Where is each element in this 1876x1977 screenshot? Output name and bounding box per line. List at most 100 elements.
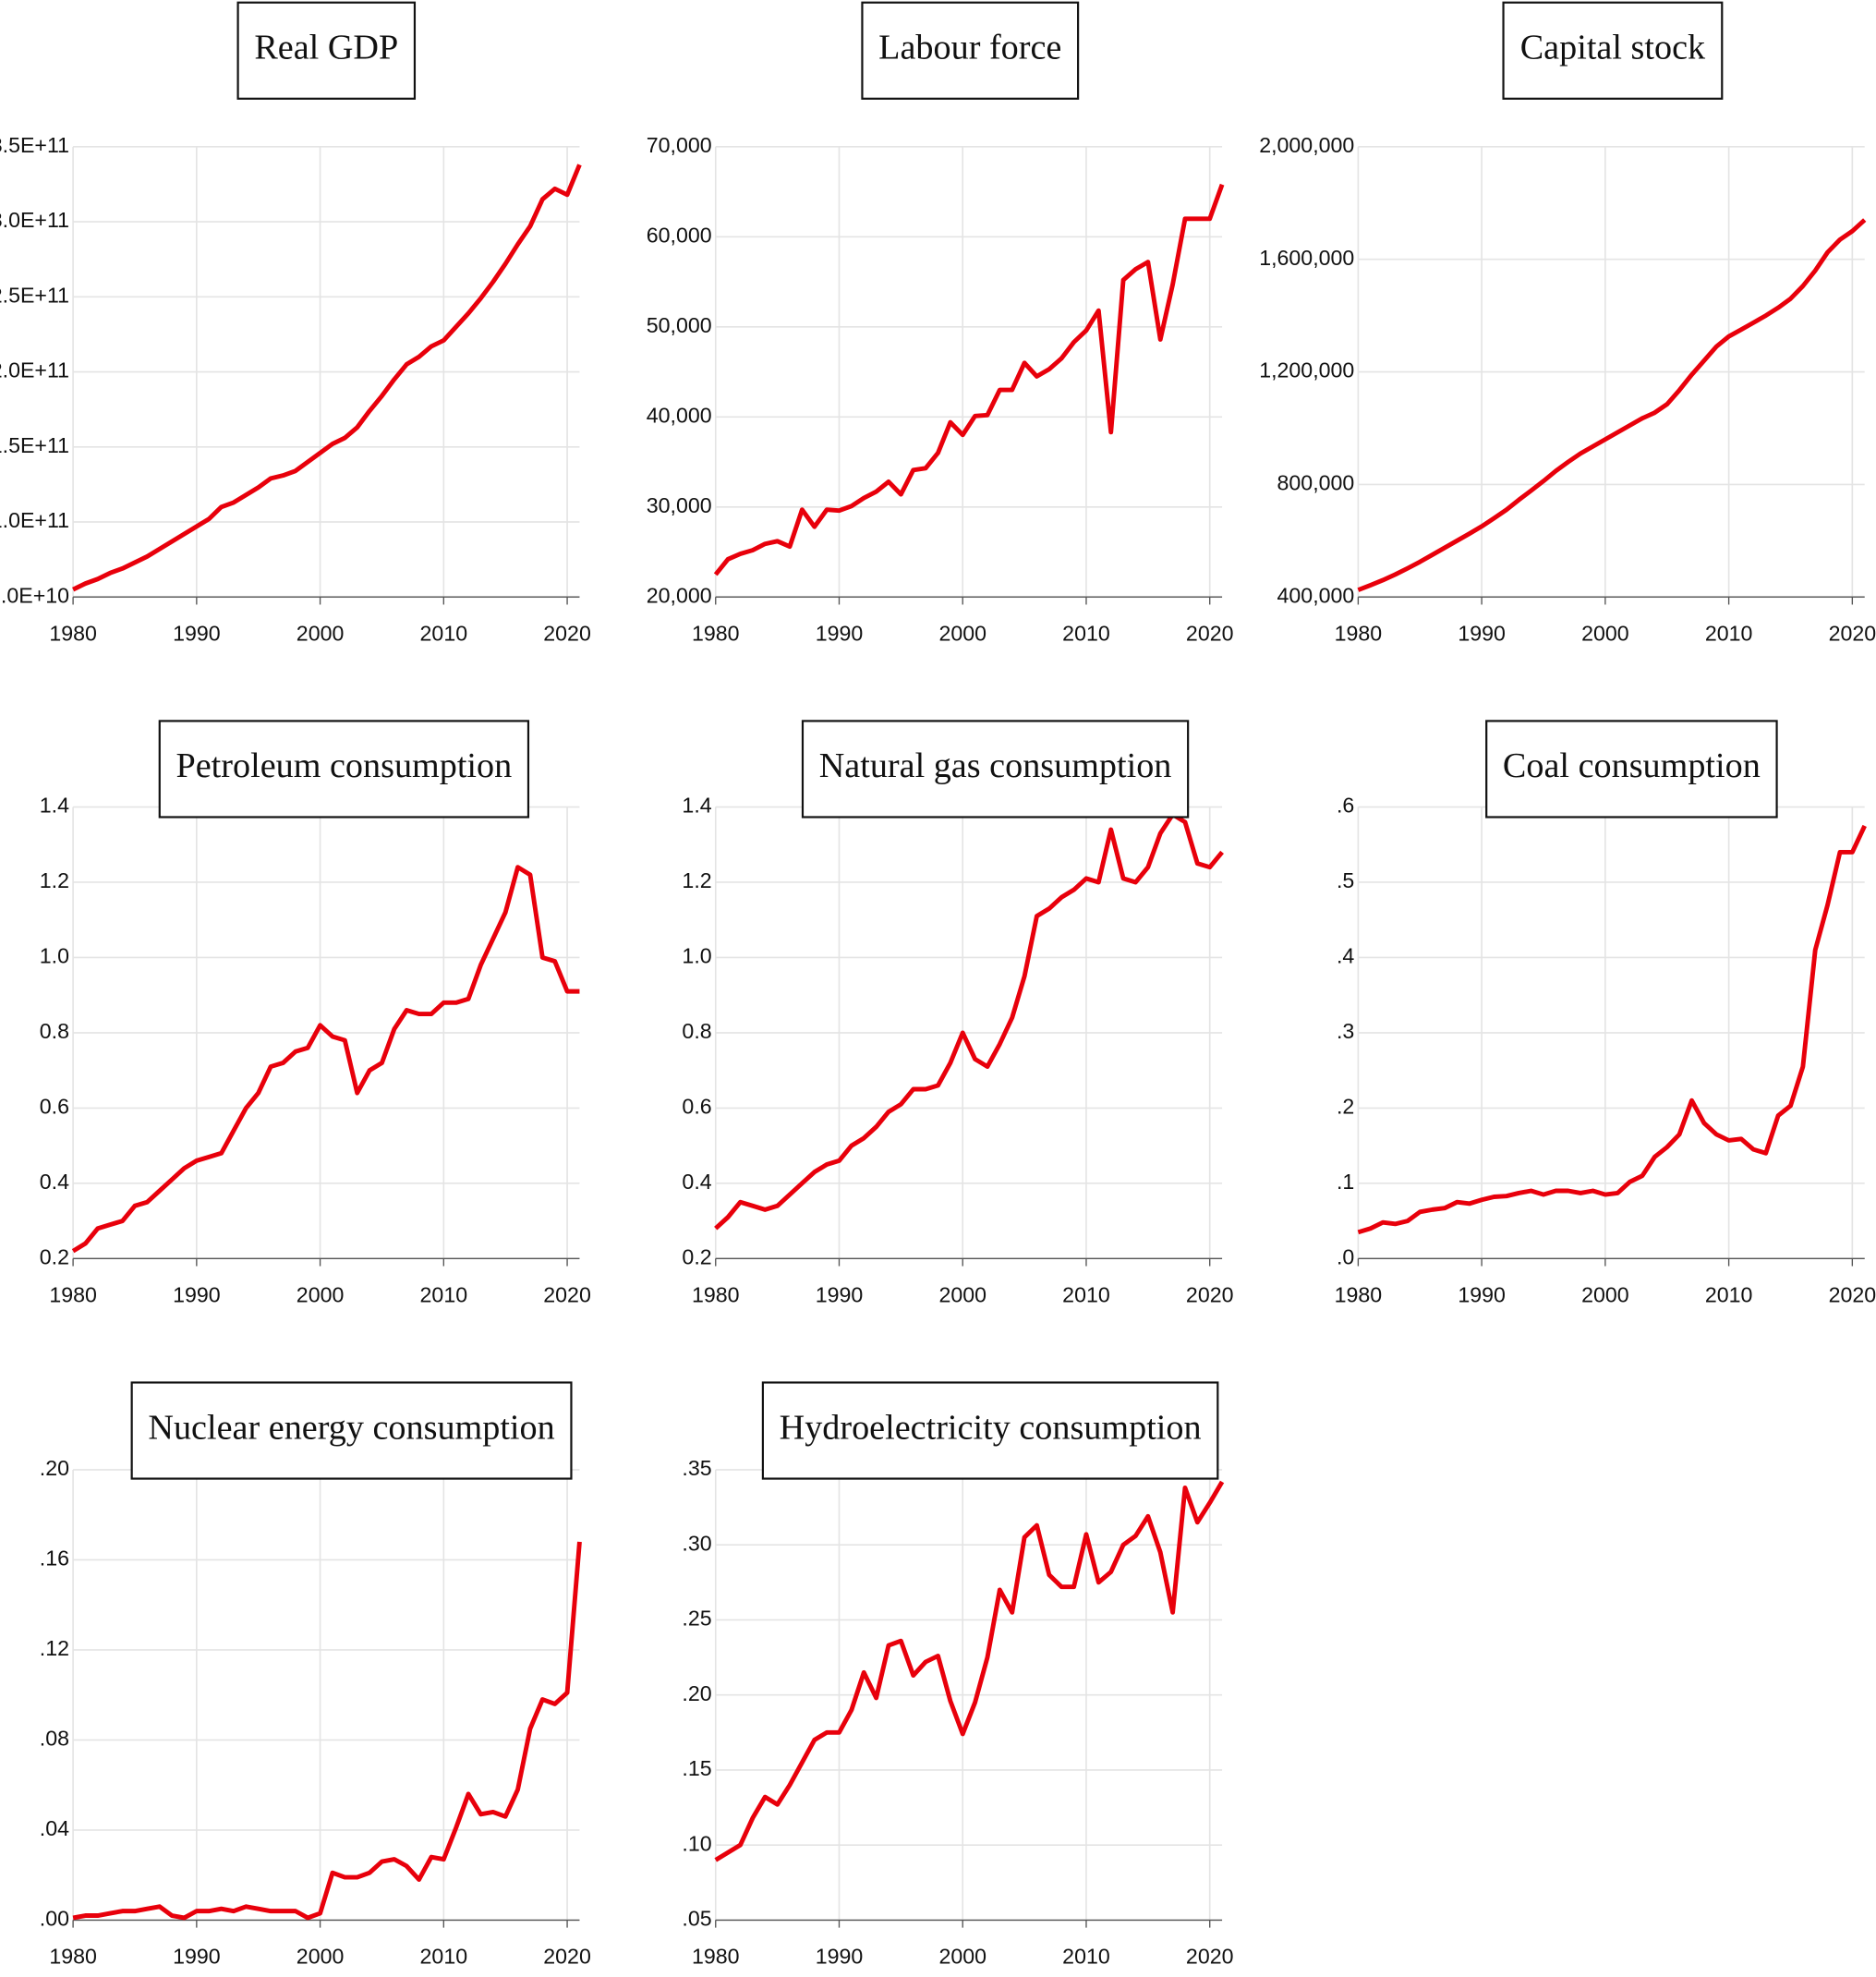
y-tick-label: 1.0 [40, 944, 69, 968]
y-tick-label: .10 [682, 1831, 711, 1855]
line-panel: .00 .04 .08 .12 .16 .20 1980 1990 2000 2010 2020 [40, 1456, 591, 1969]
line-panel: 0.2 0.4 0.6 0.8 1.0 1.2 1.4 1980 1990 2000 2010 202… [682, 794, 1233, 1307]
data-line [1357, 824, 1867, 1235]
title-box [130, 1381, 573, 1480]
y-tick-label: .15 [682, 1756, 711, 1780]
y-tick-label: .16 [40, 1546, 69, 1571]
y-tick-label: 0.6 [682, 1094, 711, 1118]
x-tick-label: 2000 [297, 1945, 345, 1969]
y-tick-label: 3.5E+11 [0, 133, 69, 157]
x-tick-label: 2020 [1829, 1283, 1876, 1307]
data-line [72, 164, 582, 592]
title-box [158, 720, 530, 819]
x-tick-label: 1990 [173, 1945, 221, 1969]
y-tick-label: 3.0E+11 [0, 208, 69, 232]
chart-title: Real GDP [254, 29, 398, 67]
x-tick-label: 1980 [49, 1945, 97, 1969]
x-tick-label: 2010 [1705, 1283, 1753, 1307]
y-tick-label: .35 [682, 1456, 711, 1480]
x-tick-label: 1990 [816, 1283, 864, 1307]
y-tick-label: .2 [1337, 1094, 1354, 1118]
x-tick-label: 2000 [938, 621, 986, 645]
chart-title: Capital stock [1520, 29, 1706, 67]
y-tick-label: .05 [682, 1907, 711, 1931]
x-tick-label: 1980 [49, 621, 97, 645]
y-tick-label: 800,000 [1277, 471, 1355, 495]
x-tick-label: 1980 [692, 1283, 740, 1307]
data-line [71, 865, 580, 1254]
x-tick-label: 1990 [816, 621, 864, 645]
y-tick-label: 1,200,000 [1259, 358, 1354, 382]
y-tick-label: 2,000,000 [1259, 133, 1354, 157]
x-tick-label: 2020 [1186, 621, 1234, 645]
y-tick-label: 60,000 [647, 223, 712, 247]
y-tick-label: 0.8 [682, 1019, 711, 1043]
x-tick-label: 2020 [1829, 621, 1876, 645]
chart-title: Nuclear energy consumption [148, 1408, 554, 1447]
line-panel: .05 .10 .15 .20 .25 .30 .35 1980 1990 2000 2010 202… [682, 1456, 1233, 1969]
y-tick-label: 1.5E+11 [0, 433, 69, 457]
x-tick-label: 2000 [1581, 1283, 1629, 1307]
chart-title: Coal consumption [1503, 746, 1761, 785]
y-tick-label: .4 [1337, 944, 1354, 968]
x-tick-label: 2010 [420, 1283, 468, 1307]
x-tick-label: 1980 [49, 1283, 97, 1307]
y-tick-label: 50,000 [647, 313, 712, 337]
x-tick-label: 1980 [692, 621, 740, 645]
y-tick-label: 1.2 [40, 868, 69, 892]
line-panel: 20,000 30,000 40,000 50,000 60,000 70,000 1980… [647, 133, 1234, 646]
data-line [1357, 218, 1867, 592]
y-tick-label: 1.0 [682, 944, 711, 968]
data-line [713, 183, 1225, 576]
y-tick-label: .6 [1337, 794, 1354, 818]
chart-title: Natural gas consumption [819, 746, 1172, 785]
x-tick-label: 2010 [1705, 621, 1753, 645]
y-tick-label: .04 [40, 1816, 69, 1840]
x-tick-label: 2000 [297, 621, 345, 645]
x-tick-label: 1990 [173, 621, 221, 645]
y-tick-label: .3 [1337, 1019, 1354, 1043]
y-tick-label: .5 [1337, 868, 1354, 892]
data-line [714, 812, 1224, 1231]
title-box [1502, 1, 1724, 100]
x-tick-label: 1980 [1335, 1283, 1383, 1307]
y-tick-label: 0.2 [682, 1244, 711, 1268]
y-tick-label: 0.4 [682, 1170, 711, 1194]
y-tick-label: 1.4 [40, 794, 69, 818]
x-tick-label: 2010 [1062, 1945, 1110, 1969]
y-tick-label: 0.8 [40, 1019, 69, 1043]
x-tick-label: 2020 [1186, 1945, 1234, 1969]
y-tick-label: 0.4 [40, 1170, 69, 1194]
y-tick-label: 2.5E+11 [0, 283, 69, 307]
x-tick-label: 2020 [543, 621, 591, 645]
chart-title: Hydroelectricity consumption [780, 1408, 1202, 1447]
title-box [236, 1, 417, 100]
y-tick-label: 0.6 [40, 1094, 69, 1118]
x-tick-label: 1980 [1335, 621, 1383, 645]
y-tick-label: 5.0E+10 [0, 583, 69, 607]
data-line [714, 1480, 1225, 1862]
x-tick-label: 2000 [1581, 621, 1629, 645]
y-tick-label: 2.0E+11 [0, 358, 69, 382]
y-tick-label: 20,000 [647, 583, 712, 607]
x-tick-label: 2010 [1062, 621, 1110, 645]
line-panel: 400,000 800,000 1,200,000 1,600,000 2,000,00… [1259, 133, 1876, 646]
x-tick-label: 1990 [816, 1945, 864, 1969]
chart-title: Petroleum consumption [176, 746, 513, 785]
x-tick-label: 2000 [938, 1945, 986, 1969]
x-tick-label: 2010 [1062, 1283, 1110, 1307]
y-tick-label: 70,000 [647, 133, 712, 157]
y-tick-label: 400,000 [1277, 583, 1355, 607]
line-panel: 0.2 0.4 0.6 0.8 1.0 1.2 1.4 1980 1990 2000 2010 202… [40, 794, 591, 1307]
x-tick-label: 2020 [1186, 1283, 1234, 1307]
y-tick-label: .1 [1337, 1170, 1354, 1194]
x-tick-label: 1990 [1458, 621, 1506, 645]
x-tick-label: 2020 [543, 1283, 591, 1307]
y-tick-label: .30 [682, 1531, 711, 1555]
title-box [761, 1381, 1219, 1480]
title-box [1485, 720, 1778, 819]
data-line [72, 1541, 582, 1921]
x-tick-label: 2000 [938, 1283, 986, 1307]
y-tick-label: 1.4 [682, 794, 711, 818]
